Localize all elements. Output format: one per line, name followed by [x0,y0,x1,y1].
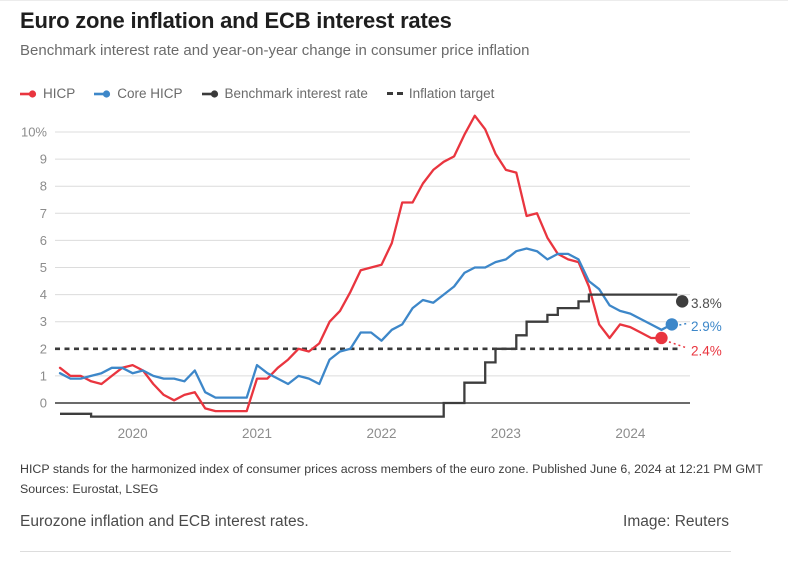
y-tick-label: 6 [40,233,47,248]
chart-title: Euro zone inflation and ECB interest rat… [20,8,452,33]
chart-subtitle: Benchmark interest rate and year-on-year… [20,42,530,59]
line-chart: 0 1 2 3 4 5 6 7 8 9 10% 2020 2021 2022 2023 2024 2.4% 2.9… [21,114,722,441]
legend-item-benchmark-rate: Benchmark interest rate [201,86,368,101]
legend-label: Inflation target [408,86,495,101]
chart-legend: HICP Core HICP Benchmark interest rate I… [20,86,494,101]
series-end-dot [665,318,679,331]
series-end-label: 3.8% [691,296,722,311]
footnote-line: HICP stands for the harmonized index of … [20,462,763,476]
chart-sources: Sources: Eurostat, LSEG [20,482,159,496]
legend-label: HICP [43,86,76,101]
legend-item-core-hicp: Core HICP [94,86,183,101]
divider [20,551,731,552]
benchmark-step-line [60,293,678,418]
y-tick-label: 9 [40,152,47,167]
series-end-label: 2.4% [691,343,722,358]
image-caption: Eurozone inflation and ECB interest rate… [20,513,309,530]
legend-item-hicp: HICP [20,86,75,101]
end-label-connector [679,322,688,326]
series-end-dot [676,295,689,308]
y-tick-label: 5 [40,260,47,275]
end-label-connector [668,341,688,349]
chart-footnote: HICP stands for the harmonized index of … [20,459,763,499]
x-tick-label: 2021 [242,426,272,441]
legend-label: Benchmark interest rate [224,86,368,101]
y-tick-label: 1 [40,368,47,383]
y-tick-label: 7 [40,206,47,221]
series-end-dot [655,331,668,345]
y-tick-label: 0 [40,396,47,411]
x-tick-label: 2022 [366,426,396,441]
legend-label: Core HICP [117,86,183,101]
core-hicp-line [58,247,673,399]
x-tick-label: 2024 [615,426,646,441]
hicp-line [58,114,663,413]
series-end-label: 2.9% [691,319,722,334]
image-credit: Image: Reuters [623,513,729,530]
benchmark-line-dot-icon [201,89,219,99]
y-tick-label: 8 [40,179,47,194]
core-hicp-line-dot-icon [94,89,111,99]
x-tick-label: 2020 [118,426,148,441]
y-tick-label: 10% [21,125,47,140]
y-tick-label: 4 [40,287,47,302]
y-tick-label: 2 [40,341,47,356]
caption-row: Eurozone inflation and ECB interest rate… [20,513,729,531]
legend-item-inflation-target: Inflation target [386,86,495,101]
x-tick-label: 2023 [491,426,521,441]
inflation-target-dashes-icon [386,92,403,95]
y-tick-label: 3 [40,314,47,329]
hicp-line-dot-icon [20,89,37,99]
